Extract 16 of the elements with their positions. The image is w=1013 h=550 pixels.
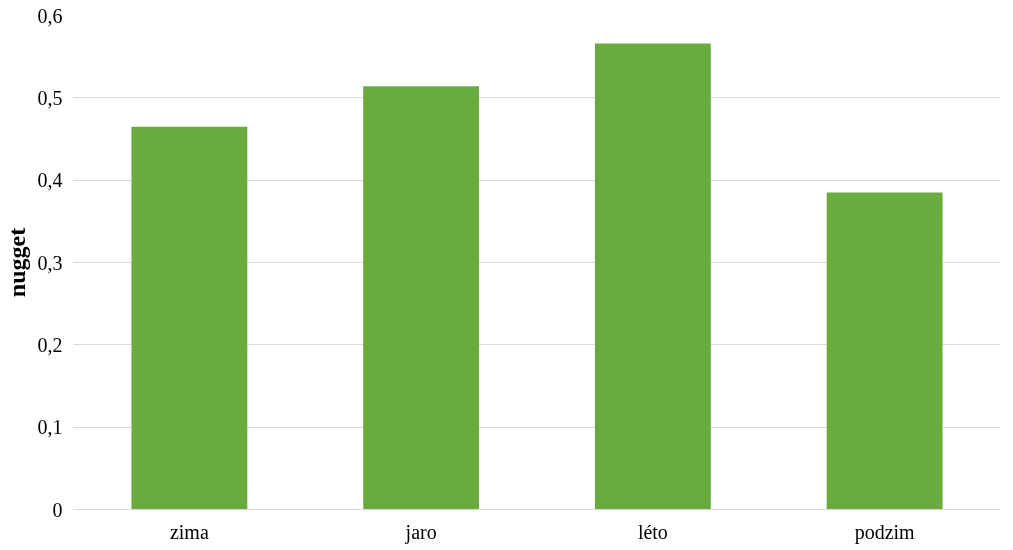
bar bbox=[363, 86, 480, 510]
x-tick-label: jaro bbox=[404, 520, 437, 544]
y-tick-label: 0,1 bbox=[37, 416, 63, 439]
y-axis-title: nugget bbox=[3, 227, 30, 298]
y-tick-label: 0,4 bbox=[37, 169, 63, 192]
x-tick-label: léto bbox=[637, 520, 668, 543]
y-tick-label: 0,2 bbox=[37, 333, 63, 356]
y-tick-label: 0 bbox=[52, 498, 63, 521]
y-tick-label: 0,6 bbox=[37, 4, 63, 27]
y-tick-label: 0,3 bbox=[37, 251, 63, 274]
x-tick-label: podzim bbox=[854, 520, 916, 544]
bar bbox=[826, 192, 943, 510]
bar bbox=[131, 126, 248, 510]
bar bbox=[594, 43, 711, 510]
x-tick-label: zima bbox=[169, 520, 209, 543]
y-tick-label: 0,5 bbox=[37, 86, 63, 109]
